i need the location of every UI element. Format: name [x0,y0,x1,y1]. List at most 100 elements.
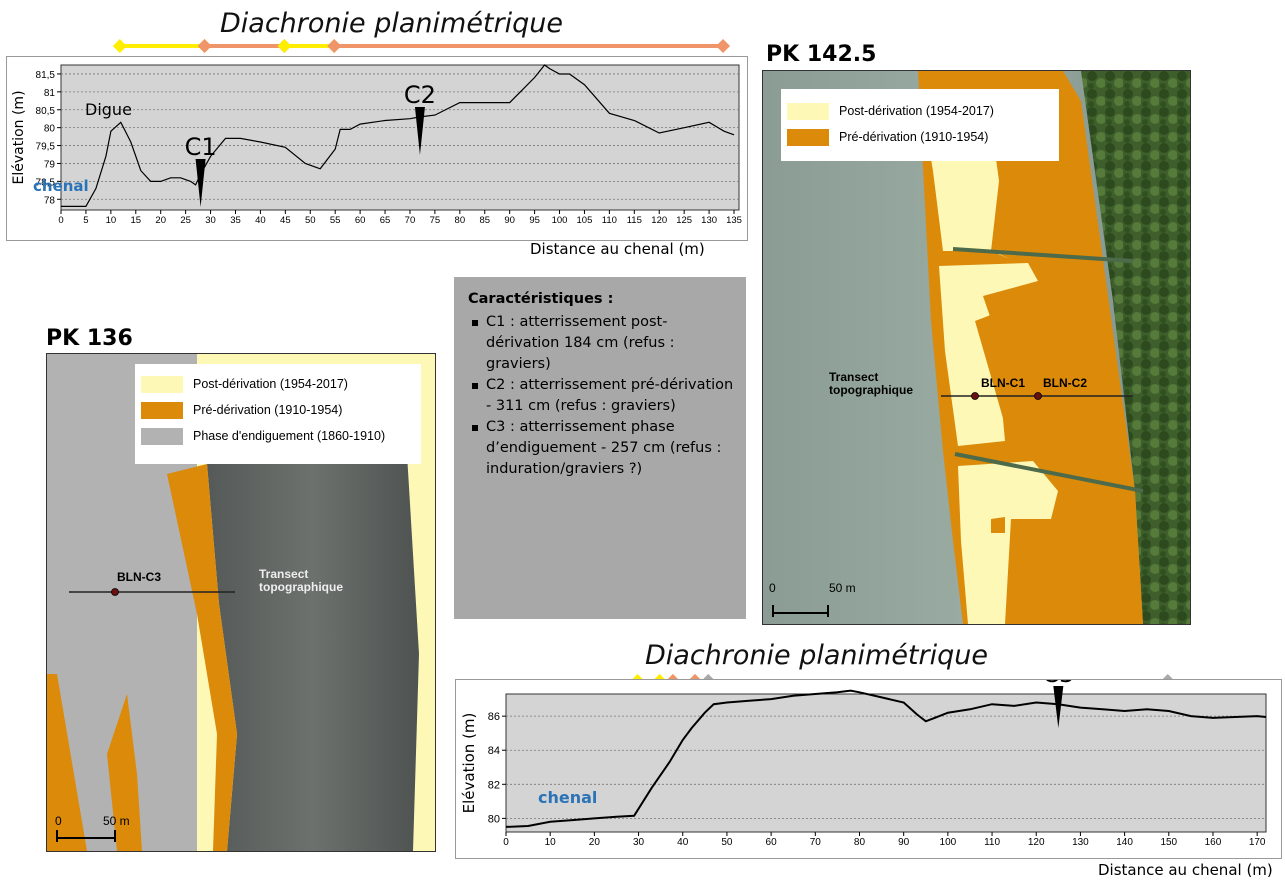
x-tick-label: 40 [677,837,689,848]
x-tick-label: 30 [633,837,645,848]
characteristic-c2: C2 : atterrissement pré-dérivation - 311… [472,375,736,417]
map-pk136-point-c3: BLN-C3 [117,570,161,584]
x-tick-label: 140 [1116,837,1133,848]
characteristics-box: Caractéristiques : C1 : atterrissement p… [454,277,746,619]
map-pk1425-scale-zero: 0 [769,581,776,595]
y-tick-label: 80 [44,124,56,135]
y-tick-label: 79 [44,159,56,170]
map-pk136-transect-label: Transect topographique [259,567,343,594]
map-pk136-title: PK 136 [46,326,133,351]
legend-item-pre-derivation: Pré-dérivation (1910-1954) [781,124,1059,150]
x-tick-label: 90 [898,837,910,848]
x-tick-label: 105 [577,215,593,226]
y-tick-label: 81 [44,88,56,99]
plot-area [505,693,1267,833]
x-tick-label: 30 [205,215,216,226]
map-pk1425-point-c2: BLN-C2 [1043,376,1087,390]
top-chart-title: Diachronie planimétrique [220,8,563,39]
legend-item-endiguement: Phase d'endiguement (1860-1910) [135,423,421,449]
x-tick-label: 120 [651,215,667,226]
timeline-node [112,39,127,53]
map-pk136-scale-zero: 0 [55,814,62,828]
map-pk1425-image [763,71,1190,624]
characteristic-c3: C3 : atterrissement phase d’endiguement … [472,417,736,480]
x-tick-label: 110 [602,215,617,226]
characteristics-title: Caractéristiques : [468,291,614,307]
timeline-node [327,39,342,53]
legend-item-post-derivation: Post-dérivation (1954-2017) [135,371,421,397]
x-tick-label: 60 [766,837,778,848]
core-marker-c3 [1053,686,1064,728]
bottom-chart-title: Diachronie planimétrique [645,640,988,671]
top-profile-chart: 78 78,5 79 79,5 80 80,5 81 81,5 0 5 10 15 20 25 30 35 40… [11,64,742,226]
x-tick-label: 110 [984,837,1000,848]
top-chart-xaxis-title: Distance au chenal (m) [530,240,705,258]
elevation-profile-line [61,64,735,207]
x-tick-label: 100 [940,837,957,848]
x-tick-label: 80 [455,215,466,226]
x-tick-label: 95 [529,215,540,226]
legend-label: Pré-dérivation (1910-1954) [839,130,989,144]
x-tick-label: 45 [280,215,291,226]
x-tick-label: 120 [1028,837,1045,848]
x-tick-label: 35 [230,215,241,226]
x-tick-label: 70 [810,837,822,848]
x-tick-label: 115 [627,215,642,226]
y-axis-title: Elévation (m) [460,713,478,814]
annotation-digue: Digue [85,100,132,119]
top-profile-panel: 78 78,5 79 79,5 80 80,5 81 81,5 0 5 10 15 20 25 30 35 40… [6,56,748,241]
y-tick-label: 79,5 [36,142,56,153]
map-pk136-scale-distance: 50 m [103,814,130,828]
x-tick-label: 5 [83,215,88,226]
y-tick-label: 82 [488,779,500,791]
x-tick-label: 90 [504,215,515,226]
characteristic-c1: C1 : atterrissement post-dérivation 184 … [472,312,736,375]
legend-swatch [141,427,183,445]
x-tick-label: 0 [58,215,63,226]
top-chart-timeline [112,39,731,53]
legend-swatch [141,375,183,393]
x-tick-label: 135 [726,215,742,226]
map-pk136: Post-dérivation (1954-2017) Pré-dérivati… [46,353,436,852]
core-marker-label-c2: C2 [404,81,436,109]
annotation-chenal: chenal [538,788,597,807]
x-tick-label: 160 [1205,837,1222,848]
x-tick-label: 60 [355,215,366,226]
x-tick-label: 55 [330,215,341,226]
elevation-profile-line [505,689,1267,828]
timeline-node [716,39,731,53]
bottom-chart-xaxis-title: Distance au chenal (m) [1098,861,1273,879]
y-tick-label: 78 [44,195,56,206]
timeline-node [277,39,292,53]
x-tick-label: 125 [676,215,692,226]
core-marker-label-c3: C3 [1042,680,1074,688]
map-pk1425-scale-distance: 50 m [829,581,856,595]
x-tick-label: 130 [1072,837,1089,848]
x-tick-label: 170 [1249,837,1266,848]
x-tick-label: 25 [180,215,191,226]
legend-item-post-derivation: Post-dérivation (1954-2017) [781,98,1059,124]
x-tick-label: 0 [503,837,509,848]
core-marker-c2 [414,107,425,155]
legend-swatch [787,128,829,146]
x-tick-label: 20 [155,215,166,226]
legend-swatch [787,102,829,120]
legend-label: Post-dérivation (1954-2017) [193,377,348,391]
annotation-chenal: chenal [33,177,89,195]
map-pk136-legend: Post-dérivation (1954-2017) Pré-dérivati… [135,364,421,464]
y-tick-label: 80 [488,813,500,825]
core-marker-label-c1: C1 [185,133,217,161]
x-tick-label: 150 [1160,837,1177,848]
x-tick-label: 20 [589,837,601,848]
x-tick-label: 10 [106,215,117,226]
x-tick-label: 10 [545,837,557,848]
legend-item-pre-derivation: Pré-dérivation (1910-1954) [135,397,421,423]
map-pk1425: Post-dérivation (1954-2017) Pré-dérivati… [762,70,1191,625]
x-tick-label: 85 [479,215,490,226]
x-tick-label: 70 [405,215,416,226]
x-tick-label: 15 [130,215,141,226]
core-marker-c1 [195,159,206,207]
y-tick-label: 78,5 [36,177,56,188]
map-pk1425-title: PK 142.5 [766,42,877,67]
y-axis-title: Elévation (m) [11,90,27,184]
